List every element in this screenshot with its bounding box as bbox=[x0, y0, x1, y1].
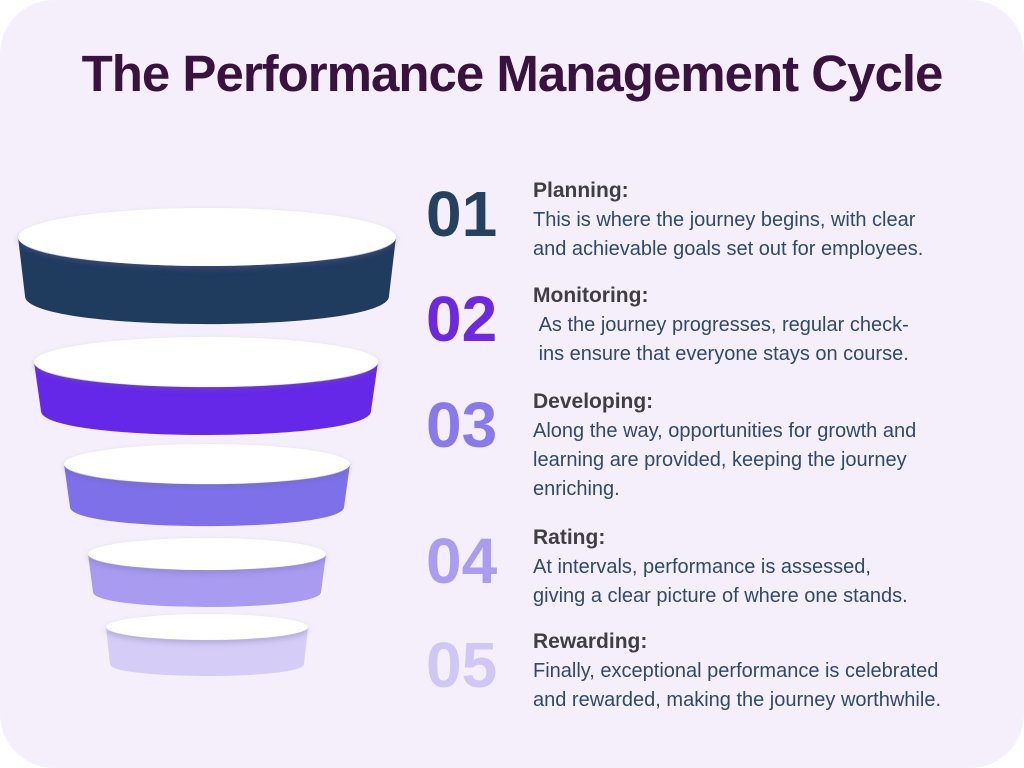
step-heading: Developing: bbox=[533, 390, 654, 413]
step-heading: Monitoring: bbox=[533, 284, 649, 307]
funnel-stage-monitoring-side bbox=[34, 362, 378, 435]
step-number: 05 bbox=[426, 629, 498, 701]
step-text: Rating: At intervals, performance is ass… bbox=[533, 525, 1005, 611]
funnel-stage-rating-side bbox=[88, 554, 326, 607]
step-item-rating: 04 Rating: At intervals, performance is … bbox=[426, 525, 1005, 611]
funnel-stage-planning-side bbox=[18, 237, 396, 325]
page-title: The Performance Management Cycle bbox=[81, 45, 944, 102]
step-item-monitoring: 02 Monitoring: As the journey progresses… bbox=[426, 283, 1005, 369]
step-heading: Rating: bbox=[533, 526, 606, 549]
step-number: 02 bbox=[426, 283, 498, 355]
step-number: 01 bbox=[426, 178, 498, 250]
funnel-stage-planning bbox=[18, 208, 396, 325]
funnel-stage-planning-top bbox=[18, 208, 396, 266]
step-heading: Rewarding: bbox=[533, 630, 648, 653]
step-body: Finally, exceptional performance is cele… bbox=[533, 660, 941, 711]
step-body: Along the way, opportunities for growth … bbox=[533, 420, 917, 500]
step-body: As the journey progresses, regular check… bbox=[538, 314, 909, 365]
step-body: At intervals, performance is assessed, g… bbox=[533, 556, 908, 607]
funnel-diagram bbox=[18, 208, 396, 676]
funnel-stage-developing-side bbox=[64, 464, 350, 527]
step-text: Monitoring: As the journey progresses, r… bbox=[533, 283, 1005, 369]
funnel-stage-monitoring-top bbox=[34, 337, 378, 387]
step-text: Rewarding: Finally, exceptional performa… bbox=[533, 629, 1005, 715]
step-item-planning: 01 Planning: This is where the journey b… bbox=[426, 178, 1005, 264]
funnel-stage-rewarding-top bbox=[106, 614, 308, 640]
funnel-stage-rating bbox=[88, 538, 326, 607]
step-heading: Planning: bbox=[533, 179, 629, 202]
funnel-stage-developing bbox=[64, 444, 350, 527]
step-item-developing: 03 Developing: Along the way, opportunit… bbox=[426, 389, 1005, 504]
step-body: This is where the journey begins, with c… bbox=[533, 209, 924, 260]
step-number: 03 bbox=[426, 389, 498, 461]
step-item-rewarding: 05 Rewarding: Finally, exceptional perfo… bbox=[426, 629, 1005, 715]
funnel-stage-monitoring bbox=[34, 337, 378, 435]
step-number: 04 bbox=[426, 525, 498, 597]
step-text: Planning: This is where the journey begi… bbox=[533, 178, 1005, 264]
funnel-stage-rating-top bbox=[88, 538, 326, 570]
funnel-stage-rewarding bbox=[106, 614, 308, 676]
step-text: Developing: Along the way, opportunities… bbox=[533, 389, 1005, 504]
funnel-stage-rewarding-side bbox=[106, 627, 308, 676]
funnel-stage-developing-top bbox=[64, 444, 350, 484]
